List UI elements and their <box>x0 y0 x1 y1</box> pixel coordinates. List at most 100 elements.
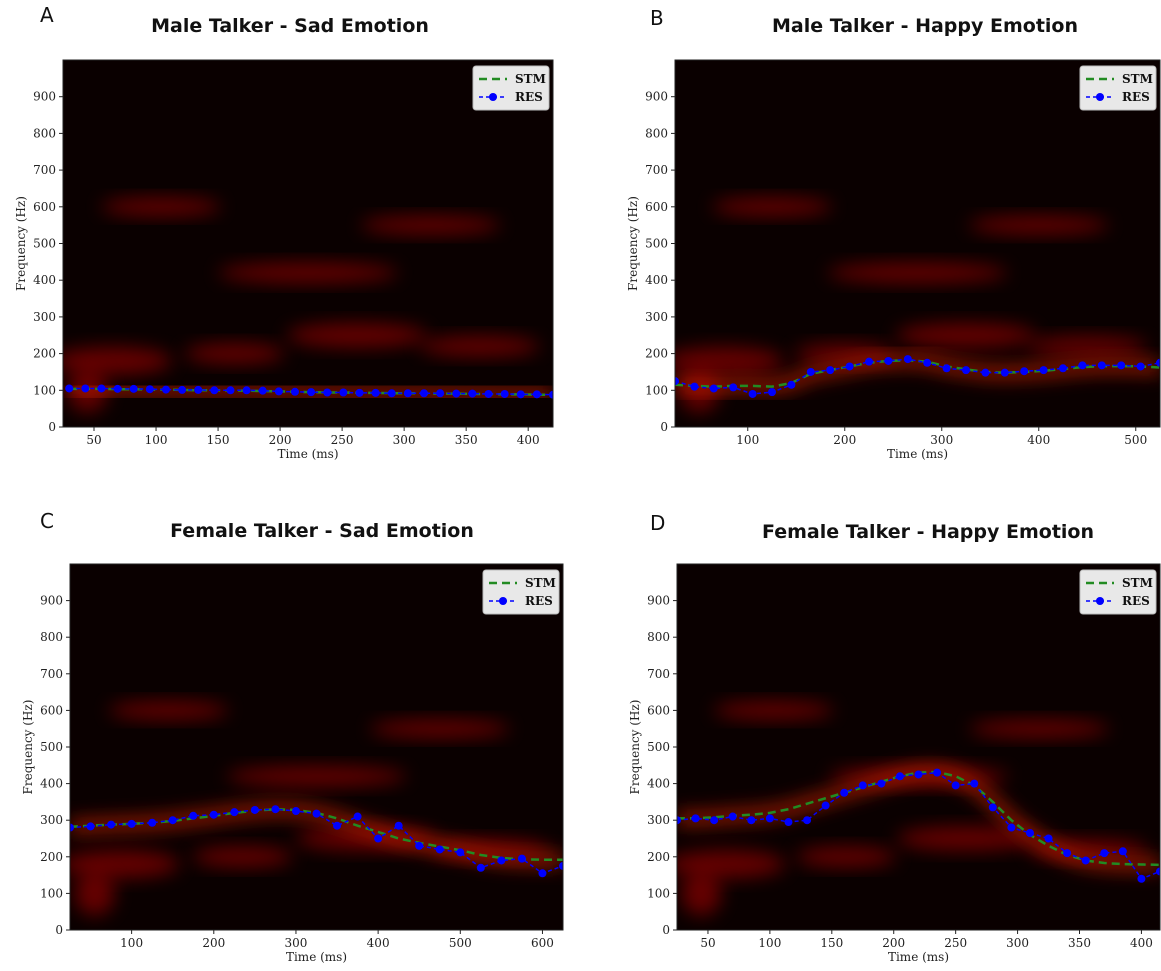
res-point <box>1156 358 1160 367</box>
x-tick-label: 150 <box>820 936 843 950</box>
panel: C Female Talker - Sad Emotion 0 100 200 300 40… <box>21 509 564 964</box>
x-tick-label: 250 <box>944 936 967 950</box>
legend-marker <box>489 93 497 101</box>
res-point <box>353 812 362 821</box>
res-point <box>189 811 198 820</box>
x-tick-label: 100 <box>736 433 759 447</box>
spectrogram-energy <box>360 216 501 235</box>
res-point <box>403 389 412 398</box>
chart-title: Female Talker - Happy Emotion <box>762 521 1094 543</box>
res-point <box>65 384 74 393</box>
res-point <box>677 816 681 825</box>
spectrogram-energy <box>63 346 172 375</box>
res-point <box>456 848 465 857</box>
y-tick-label: 400 <box>645 273 668 287</box>
x-tick-label: 200 <box>882 936 905 950</box>
res-point <box>1118 847 1127 856</box>
res-point <box>333 821 342 830</box>
res-point <box>86 822 95 831</box>
y-tick-label: 0 <box>48 420 56 434</box>
res-point <box>323 388 332 397</box>
x-tick-label: 500 <box>449 936 472 950</box>
y-axis-label: Frequency (Hz) <box>628 700 642 795</box>
panel-letter: D <box>650 511 665 535</box>
res-point <box>691 814 700 823</box>
res-point <box>339 388 348 397</box>
res-point <box>497 856 506 865</box>
x-tick-label: 300 <box>393 433 416 447</box>
res-point <box>484 389 493 398</box>
res-point <box>290 387 299 396</box>
spectrogram-energy <box>968 216 1109 235</box>
y-tick-label: 600 <box>647 703 670 717</box>
res-point <box>168 816 177 825</box>
res-point <box>903 355 912 364</box>
res-point <box>1136 362 1145 371</box>
res-point <box>476 863 485 872</box>
plot-frame <box>676 563 1161 931</box>
y-tick-label: 600 <box>40 703 63 717</box>
x-axis-label: Time (ms) <box>887 447 948 461</box>
res-point <box>250 805 259 814</box>
res-point <box>1063 849 1072 858</box>
panel-letter: B <box>650 6 664 30</box>
legend-label: RES <box>525 594 553 608</box>
res-point <box>452 389 461 398</box>
series-layer <box>65 384 553 399</box>
x-tick-label: 300 <box>285 936 308 950</box>
res-point <box>765 814 774 823</box>
x-tick-label: 350 <box>455 433 478 447</box>
y-tick-label: 900 <box>647 594 670 608</box>
res-point <box>1097 361 1106 370</box>
legend-marker <box>1096 597 1104 605</box>
x-tick-label: 100 <box>120 936 143 950</box>
res-point <box>865 357 873 366</box>
x-tick-label: 250 <box>331 433 354 447</box>
spectrogram-energy <box>712 197 832 216</box>
y-tick-label: 400 <box>40 777 63 791</box>
spectrogram-energy <box>287 323 427 348</box>
res-point <box>806 367 815 376</box>
y-tick-label: 600 <box>33 200 56 214</box>
res-point <box>951 781 960 790</box>
y-tick-label: 0 <box>662 923 670 937</box>
res-point <box>97 384 106 393</box>
y-tick-label: 100 <box>645 383 668 397</box>
res-point <box>728 812 737 821</box>
legend-label: RES <box>1122 594 1150 608</box>
res-point <box>129 384 138 393</box>
y-tick-label: 100 <box>40 886 63 900</box>
res-point <box>161 385 170 394</box>
spectrogram-energy <box>675 346 784 375</box>
y-tick-label: 100 <box>647 886 670 900</box>
y-tick-label: 300 <box>645 310 668 324</box>
res-point <box>747 816 756 825</box>
res-point <box>690 382 699 391</box>
res-point <box>1100 849 1109 858</box>
legend-label: RES <box>515 90 543 104</box>
res-point <box>1137 874 1146 883</box>
res-point <box>194 385 203 394</box>
plot-frame <box>674 59 1161 428</box>
spectrogram-energy <box>419 336 540 357</box>
res-point <box>1007 823 1016 832</box>
res-point <box>274 387 283 396</box>
res-point <box>355 388 364 397</box>
y-tick-label: 0 <box>55 923 63 937</box>
res-point <box>675 377 679 386</box>
res-point <box>419 389 428 398</box>
spectrogram-energy <box>827 262 1008 283</box>
res-point <box>884 356 893 365</box>
res-point <box>258 386 267 395</box>
y-tick-label: 600 <box>645 200 668 214</box>
res-point <box>748 389 757 398</box>
y-tick-label: 100 <box>33 383 56 397</box>
y-tick-label: 200 <box>647 850 670 864</box>
res-point <box>1156 867 1160 876</box>
spectrogram-energy <box>192 846 293 867</box>
res-point <box>209 810 218 819</box>
chart-title: Female Talker - Sad Emotion <box>170 520 474 542</box>
x-tick-label: 300 <box>930 433 953 447</box>
x-axis-label: Time (ms) <box>286 950 347 964</box>
x-tick-label: 100 <box>758 936 781 950</box>
